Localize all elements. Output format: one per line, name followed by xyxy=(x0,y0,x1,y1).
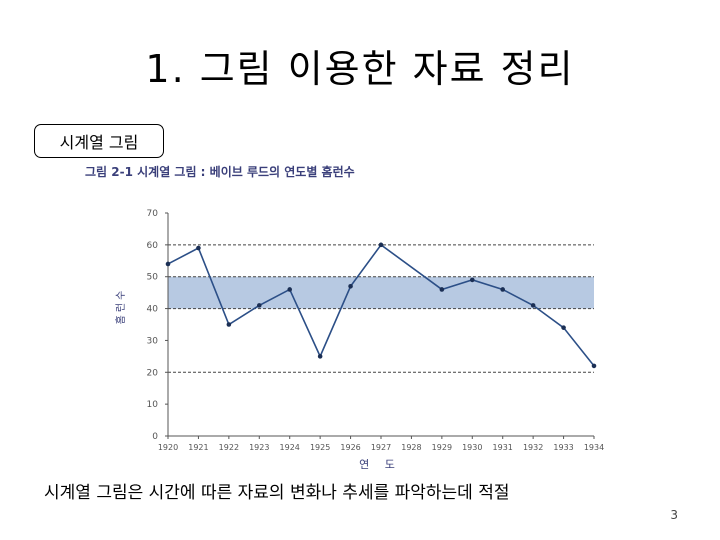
data-point xyxy=(256,303,262,308)
x-tick-label: 1920 xyxy=(158,443,178,452)
data-point xyxy=(226,322,232,327)
x-tick-label: 1928 xyxy=(401,443,421,452)
data-point xyxy=(500,287,506,292)
y-tick-label: 0 xyxy=(152,432,158,442)
x-tick-label: 1927 xyxy=(371,443,391,452)
chart-title: 그림 2-1 시계열 그림 : 베이브 루드의 연도별 홈런수 xyxy=(85,165,355,179)
x-tick-label: 1933 xyxy=(553,443,573,452)
data-point xyxy=(287,287,293,292)
data-point xyxy=(469,277,475,283)
y-tick-label: 30 xyxy=(147,336,159,346)
x-tick-label: 1932 xyxy=(523,443,543,452)
data-point xyxy=(530,303,536,308)
y-tick-label: 20 xyxy=(147,368,159,378)
y-tick-label: 50 xyxy=(147,273,159,283)
data-point xyxy=(439,287,445,292)
x-tick-label: 1926 xyxy=(340,443,360,452)
y-tick-label: 40 xyxy=(147,305,159,315)
data-point xyxy=(561,325,566,330)
data-point xyxy=(378,242,384,248)
y-tick-label: 60 xyxy=(147,241,159,251)
slide-caption: 시계열 그림은 시간에 따른 자료의 변화나 추세를 파악하는데 적절 xyxy=(44,483,510,503)
x-tick-label: 1925 xyxy=(310,443,330,452)
x-tick-label: 1922 xyxy=(219,443,239,452)
y-tick-label: 10 xyxy=(147,400,159,410)
x-tick-label: 1921 xyxy=(188,443,208,452)
data-point xyxy=(591,363,597,369)
page-number: 3 xyxy=(670,508,678,522)
y-tick-label: 70 xyxy=(147,209,159,219)
x-tick-label: 1923 xyxy=(249,443,269,452)
data-point xyxy=(165,261,171,267)
section-label-text: 시계열 그림 xyxy=(59,133,139,152)
data-point xyxy=(317,354,323,359)
highlight-band xyxy=(168,276,594,309)
x-tick-label: 1929 xyxy=(432,443,452,452)
slide-title: 1. 그림 이용한 자료 정리 xyxy=(145,47,575,91)
x-tick-label: 1931 xyxy=(493,443,513,452)
series-line xyxy=(167,243,595,367)
y-axis-label: 홈런수 xyxy=(114,288,127,325)
x-tick-label: 1924 xyxy=(280,443,300,452)
x-tick-label: 1934 xyxy=(584,443,604,452)
x-axis-label: 연 도 xyxy=(359,458,401,471)
data-point xyxy=(348,283,353,289)
section-label: 시계열 그림 xyxy=(34,124,164,158)
x-tick-label: 1930 xyxy=(462,443,482,452)
data-point xyxy=(196,245,201,251)
